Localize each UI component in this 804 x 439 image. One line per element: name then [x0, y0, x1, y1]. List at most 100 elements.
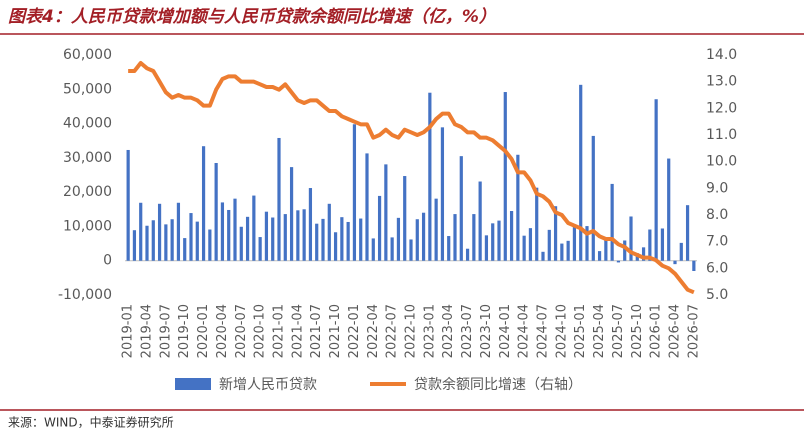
bar: [623, 240, 627, 261]
bar: [484, 235, 489, 261]
bar: [610, 183, 614, 261]
bar: [434, 198, 438, 261]
bar: [321, 218, 325, 261]
bar: [591, 135, 595, 261]
bar: [641, 247, 646, 261]
bar: [157, 203, 162, 261]
bar: [365, 153, 369, 261]
y2-tick-label: 11.0: [706, 127, 737, 143]
chart-title: 图表4：人民币贷款增加额与人民币贷款余额同比增速（亿，%）: [8, 7, 496, 27]
bar: [390, 237, 394, 261]
bar: [340, 217, 344, 261]
x-tick-label: 2024-07: [536, 304, 551, 358]
bar: [629, 216, 633, 261]
bar: [271, 217, 275, 261]
bar: [264, 211, 269, 261]
bar: [346, 221, 350, 261]
bar: [333, 232, 338, 261]
bar: [183, 238, 187, 261]
x-tick-label: 2022-04: [366, 304, 381, 358]
y-tick-label: 40,000: [63, 116, 112, 132]
bar: [541, 251, 545, 261]
x-tick-label: 2024-01: [498, 304, 513, 358]
bar: [170, 219, 174, 261]
y2-tick-label: 13.0: [706, 74, 737, 90]
bar: [214, 163, 218, 261]
y-tick-label: -10,000: [58, 287, 112, 303]
y2-tick-label: 7.0: [706, 234, 728, 250]
y2-tick-label: 14.0: [706, 47, 737, 63]
bar: [421, 212, 426, 261]
bar: [252, 195, 256, 261]
x-tick-label: 2021-10: [328, 304, 343, 358]
bar: [377, 195, 382, 261]
bar: [277, 137, 281, 261]
bar: [440, 127, 445, 261]
bar: [258, 237, 262, 261]
bar: [673, 260, 677, 265]
bar: [239, 226, 243, 261]
bar: [535, 187, 539, 261]
x-tick-label: 2020-07: [234, 304, 249, 358]
bar: [465, 248, 470, 261]
bar: [478, 181, 482, 261]
bar: [289, 167, 294, 261]
bar: [233, 198, 237, 261]
bar: [459, 156, 463, 261]
legend-label: 新增人民币贷款: [219, 377, 317, 393]
x-tick-label: 2019-04: [140, 304, 155, 358]
x-tick-label: 2019-07: [158, 304, 173, 358]
line: [128, 61, 695, 295]
bar: [616, 260, 621, 263]
legend-swatch: [175, 378, 211, 390]
bar: [176, 202, 181, 261]
y-tick-label: 0: [103, 253, 112, 269]
bar: [472, 214, 476, 261]
x-tick-label: 2021-04: [290, 304, 305, 358]
legend-label: 贷款余额同比增速（右轴）: [414, 376, 582, 393]
x-tick-label: 2020-10: [253, 304, 268, 358]
x-tick-label: 2026-01: [649, 304, 664, 358]
x-tick-label: 2019-10: [177, 304, 192, 358]
x-tick-label: 2023-04: [441, 304, 456, 358]
bar: [164, 224, 168, 261]
bar: [315, 223, 319, 261]
bar: [553, 206, 558, 261]
bar: [522, 235, 526, 261]
bar: [667, 158, 671, 261]
x-tick-label: 2026-07: [686, 304, 701, 358]
source: 来源：WIND，中泰证券研究所: [8, 415, 174, 430]
bar: [491, 223, 495, 261]
x-tick-label: 2023-01: [422, 304, 437, 358]
bar: [547, 229, 551, 261]
x-tick-label: 2023-07: [460, 304, 475, 358]
y2-tick-label: 12.0: [706, 100, 737, 116]
y-tick-label: 10,000: [63, 218, 112, 234]
bar: [503, 92, 507, 261]
bar: [528, 228, 533, 261]
bar: [585, 226, 589, 261]
y-tick-label: 30,000: [63, 150, 112, 166]
y2-tick-label: 8.0: [706, 207, 728, 223]
bar: [139, 202, 143, 261]
x-tick-label: 2022-01: [347, 304, 362, 358]
bar: [572, 226, 577, 261]
bar: [560, 243, 564, 261]
bar: [566, 240, 570, 261]
bar: [126, 149, 130, 261]
x-tick-label: 2021-07: [309, 304, 324, 358]
x-tick-label: 2022-10: [404, 304, 419, 358]
bar: [201, 146, 206, 261]
bar: [384, 164, 388, 261]
x-tick-label: 2025-01: [573, 304, 588, 358]
bar: [604, 239, 608, 261]
bar: [302, 209, 306, 261]
bar: [189, 213, 193, 261]
bar: [685, 205, 690, 261]
bar: [371, 238, 375, 261]
bar: [509, 211, 514, 261]
bar: [359, 218, 363, 261]
x-tick-label: 2020-04: [215, 304, 230, 358]
